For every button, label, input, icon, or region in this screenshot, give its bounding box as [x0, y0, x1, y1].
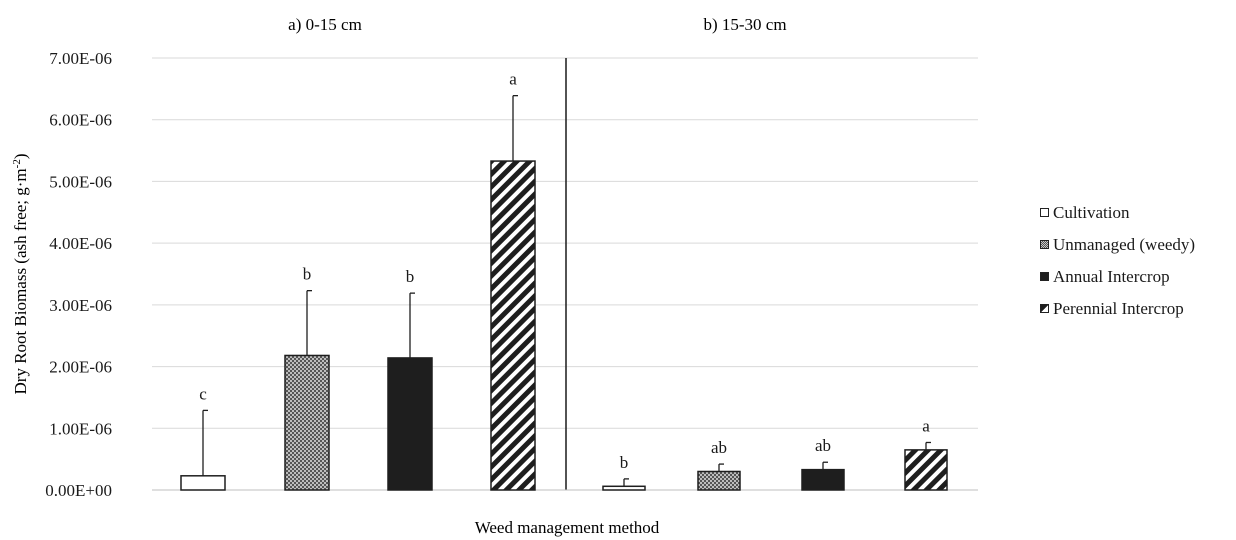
- y-axis-title: Dry Root Biomass (ash free; g·m-2): [11, 154, 30, 395]
- y-tick-label: 4.00E-06: [49, 234, 112, 253]
- bar: [697, 470, 741, 491]
- bar: [801, 468, 845, 491]
- significance-letter: ab: [815, 436, 831, 455]
- panel-title-b: b) 15-30 cm: [703, 15, 786, 34]
- swatch-stripes-icon: [1040, 304, 1049, 313]
- y-axis-ticks: 0.00E+00 1.00E-06 2.00E-06 3.00E-06 4.00E-06…: [45, 49, 112, 500]
- y-tick-label: 6.00E-06: [49, 111, 112, 130]
- x-axis-title: Weed management method: [475, 518, 660, 537]
- significance-letter: b: [303, 265, 312, 284]
- bar: [602, 485, 646, 491]
- panel-title-a: a) 0-15 cm: [288, 15, 362, 34]
- y-tick-label: 5.00E-06: [49, 172, 112, 191]
- legend-label: Annual Intercrop: [1053, 266, 1170, 286]
- significance-letter: ab: [711, 438, 727, 457]
- legend-item-annual: Annual Intercrop: [1040, 264, 1230, 289]
- swatch-solid-icon: [1040, 272, 1049, 281]
- y-tick-label: 2.00E-06: [49, 358, 112, 377]
- y-tick-label: 3.00E-06: [49, 296, 112, 315]
- legend: Cultivation Unmanaged (weedy) Annual Int…: [1040, 200, 1230, 328]
- legend-item-unmanaged: Unmanaged (weedy): [1040, 232, 1230, 257]
- legend-item-perennial: Perennial Intercrop: [1040, 296, 1230, 321]
- significance-letter: b: [406, 267, 415, 286]
- swatch-empty-icon: [1040, 208, 1049, 217]
- legend-item-cultivation: Cultivation: [1040, 200, 1230, 225]
- gridlines: [152, 57, 978, 429]
- legend-label: Perennial Intercrop: [1053, 298, 1184, 318]
- significance-letter: c: [199, 384, 207, 403]
- y-tick-label: 0.00E+00: [45, 481, 112, 500]
- legend-label: Cultivation: [1053, 202, 1130, 222]
- bar: [904, 449, 948, 491]
- bar: [180, 475, 226, 491]
- bar: [490, 160, 536, 491]
- significance-letter: a: [922, 416, 930, 435]
- y-tick-label: 1.00E-06: [49, 419, 112, 438]
- bar: [387, 357, 433, 491]
- significance-letter: a: [509, 70, 517, 89]
- swatch-dots-icon: [1040, 240, 1049, 249]
- bar: [284, 354, 330, 491]
- legend-label: Unmanaged (weedy): [1053, 234, 1196, 254]
- y-tick-label: 7.00E-06: [49, 49, 112, 68]
- significance-letter: b: [620, 453, 629, 472]
